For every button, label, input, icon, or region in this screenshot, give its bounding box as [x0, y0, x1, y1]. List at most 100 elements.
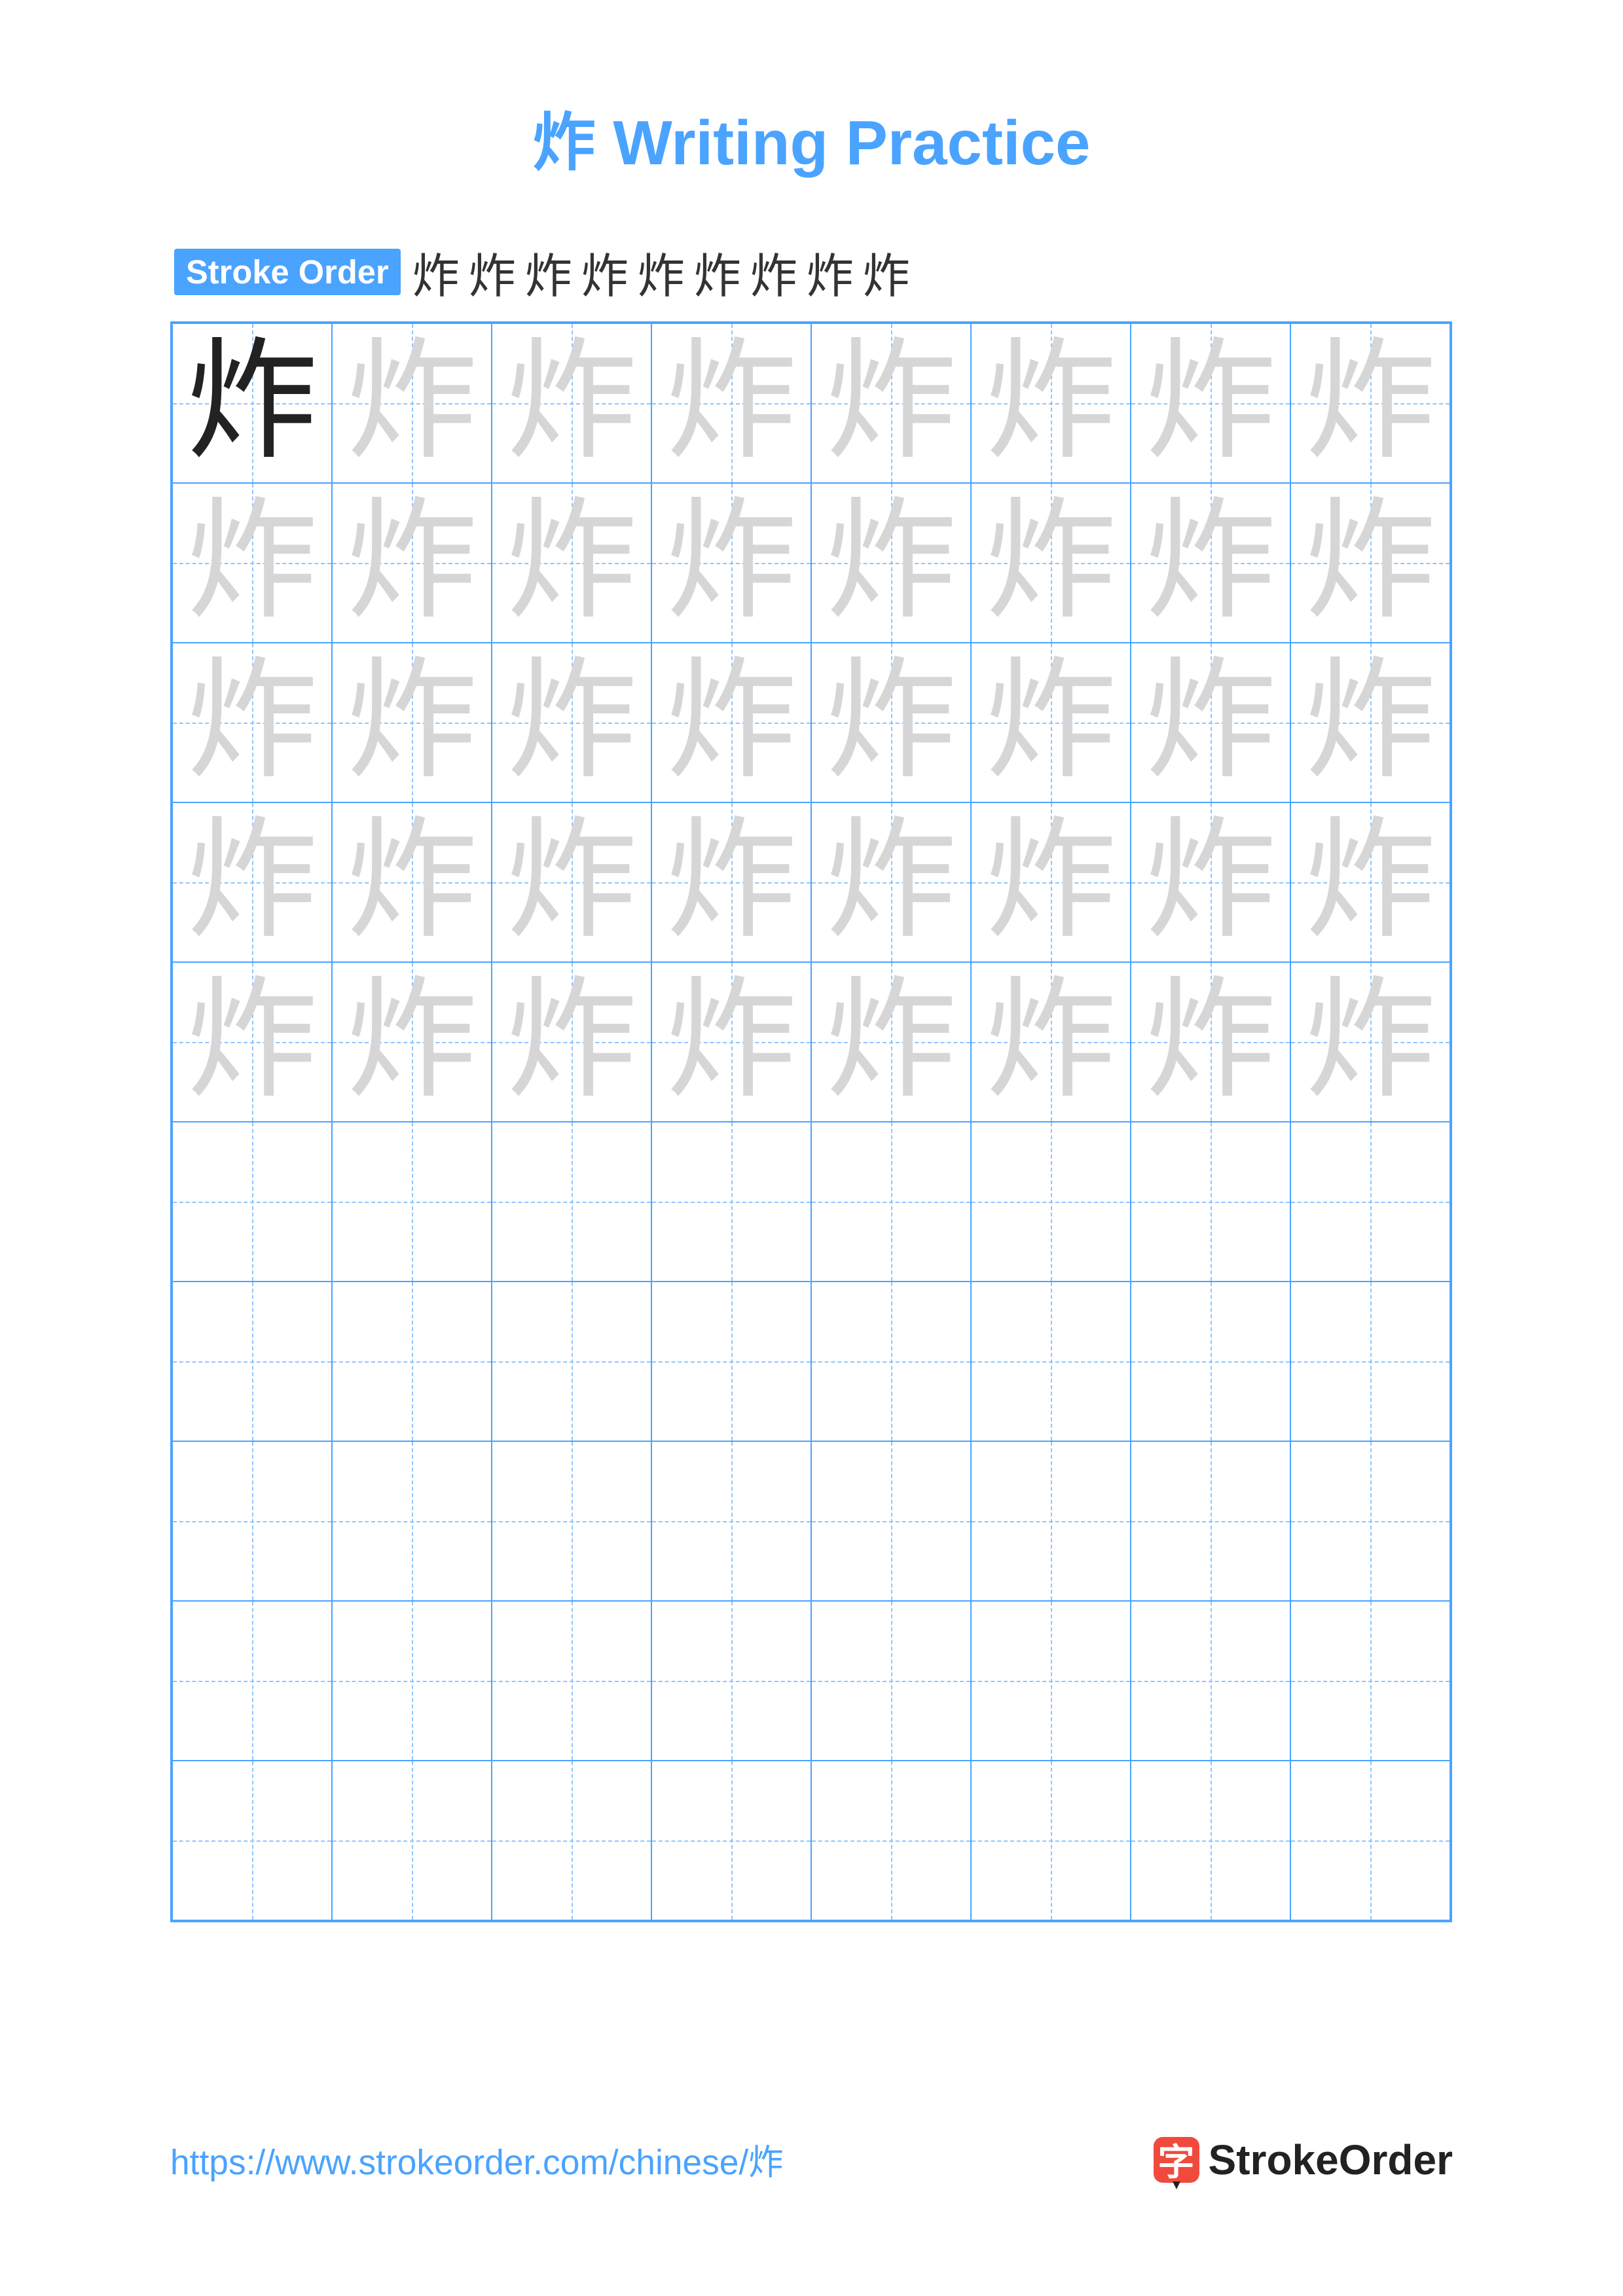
trace-character: 炸	[826, 977, 957, 1107]
grid-cell	[651, 1601, 811, 1761]
grid-cell: 炸	[811, 483, 971, 643]
stroke-order-steps: 炸炸炸炸炸炸炸炸炸	[412, 248, 910, 295]
trace-character: 炸	[346, 657, 477, 788]
footer: https://www.strokeorder.com/chinese/炸 字 …	[170, 2134, 1453, 2185]
stroke-step-8: 炸	[807, 248, 854, 295]
grid-cell: 炸	[811, 802, 971, 962]
trace-character: 炸	[346, 977, 477, 1107]
trace-character: 炸	[346, 497, 477, 628]
trace-character: 炸	[1305, 657, 1436, 788]
source-url[interactable]: https://www.strokeorder.com/chinese/炸	[170, 2134, 784, 2185]
trace-character: 炸	[826, 657, 957, 788]
grid-cell	[332, 1282, 492, 1441]
grid-cell: 炸	[651, 962, 811, 1122]
trace-character: 炸	[826, 817, 957, 948]
trace-character: 炸	[985, 338, 1116, 469]
grid-cell	[1131, 1282, 1290, 1441]
grid-cell	[492, 1282, 651, 1441]
trace-character: 炸	[506, 817, 637, 948]
grid-cell	[492, 1122, 651, 1282]
grid-cell	[332, 1761, 492, 1920]
trace-character: 炸	[187, 977, 318, 1107]
logo-text: StrokeOrder	[1209, 2136, 1453, 2184]
grid-cell	[651, 1122, 811, 1282]
grid-cell	[172, 1441, 332, 1601]
grid-cell: 炸	[1290, 323, 1450, 483]
grid-cell: 炸	[172, 643, 332, 802]
stroke-order-row: Stroke Order 炸炸炸炸炸炸炸炸炸	[170, 248, 1453, 295]
stroke-step-1: 炸	[412, 248, 460, 295]
trace-character: 炸	[1145, 817, 1276, 948]
grid-cell: 炸	[492, 802, 651, 962]
grid-cell	[971, 1441, 1131, 1601]
grid-cell	[1290, 1122, 1450, 1282]
grid-cell: 炸	[1131, 962, 1290, 1122]
grid-cell: 炸	[651, 802, 811, 962]
grid-cell	[1290, 1441, 1450, 1601]
grid-cell: 炸	[492, 643, 651, 802]
grid-cell	[971, 1601, 1131, 1761]
trace-character: 炸	[506, 338, 637, 469]
grid-cell	[811, 1601, 971, 1761]
practice-grid: 炸炸炸炸炸炸炸炸炸炸炸炸炸炸炸炸炸炸炸炸炸炸炸炸炸炸炸炸炸炸炸炸炸炸炸炸炸炸炸炸	[170, 321, 1452, 1922]
grid-cell: 炸	[492, 483, 651, 643]
grid-cell	[492, 1601, 651, 1761]
grid-cell: 炸	[971, 643, 1131, 802]
grid-cell: 炸	[811, 323, 971, 483]
trace-character: 炸	[666, 657, 797, 788]
grid-cell: 炸	[651, 643, 811, 802]
grid-cell	[651, 1282, 811, 1441]
example-character: 炸	[187, 338, 318, 469]
grid-cell: 炸	[332, 962, 492, 1122]
trace-character: 炸	[985, 817, 1116, 948]
grid-cell: 炸	[811, 962, 971, 1122]
stroke-step-3: 炸	[525, 248, 572, 295]
grid-cell	[971, 1122, 1131, 1282]
grid-cell	[332, 1122, 492, 1282]
trace-character: 炸	[666, 497, 797, 628]
grid-cell: 炸	[332, 643, 492, 802]
grid-cell	[1290, 1282, 1450, 1441]
trace-character: 炸	[187, 817, 318, 948]
trace-character: 炸	[187, 497, 318, 628]
trace-character: 炸	[1305, 977, 1436, 1107]
brand-logo: 字 StrokeOrder	[1154, 2136, 1453, 2184]
grid-cell	[1131, 1601, 1290, 1761]
grid-cell: 炸	[971, 962, 1131, 1122]
grid-cell: 炸	[1131, 483, 1290, 643]
grid-cell	[172, 1282, 332, 1441]
trace-character: 炸	[666, 817, 797, 948]
stroke-step-9: 炸	[863, 248, 910, 295]
grid-cell: 炸	[492, 323, 651, 483]
trace-character: 炸	[506, 977, 637, 1107]
trace-character: 炸	[985, 657, 1116, 788]
grid-cell	[172, 1761, 332, 1920]
trace-character: 炸	[1145, 497, 1276, 628]
grid-cell	[492, 1441, 651, 1601]
trace-character: 炸	[346, 338, 477, 469]
grid-cell	[971, 1282, 1131, 1441]
trace-character: 炸	[985, 977, 1116, 1107]
grid-cell	[1131, 1441, 1290, 1601]
grid-cell: 炸	[1290, 483, 1450, 643]
grid-cell: 炸	[971, 323, 1131, 483]
trace-character: 炸	[1145, 977, 1276, 1107]
grid-cell	[1131, 1122, 1290, 1282]
grid-cell: 炸	[1131, 643, 1290, 802]
trace-character: 炸	[187, 657, 318, 788]
grid-cell	[172, 1601, 332, 1761]
grid-cell: 炸	[172, 483, 332, 643]
grid-cell	[332, 1601, 492, 1761]
grid-cell	[811, 1122, 971, 1282]
grid-cell: 炸	[332, 323, 492, 483]
grid-cell: 炸	[651, 323, 811, 483]
grid-cell: 炸	[172, 962, 332, 1122]
stroke-order-badge: Stroke Order	[174, 249, 401, 295]
trace-character: 炸	[666, 338, 797, 469]
stroke-step-4: 炸	[581, 248, 629, 295]
trace-character: 炸	[1305, 338, 1436, 469]
trace-character: 炸	[666, 977, 797, 1107]
trace-character: 炸	[506, 657, 637, 788]
stroke-step-2: 炸	[469, 248, 516, 295]
grid-cell: 炸	[811, 643, 971, 802]
